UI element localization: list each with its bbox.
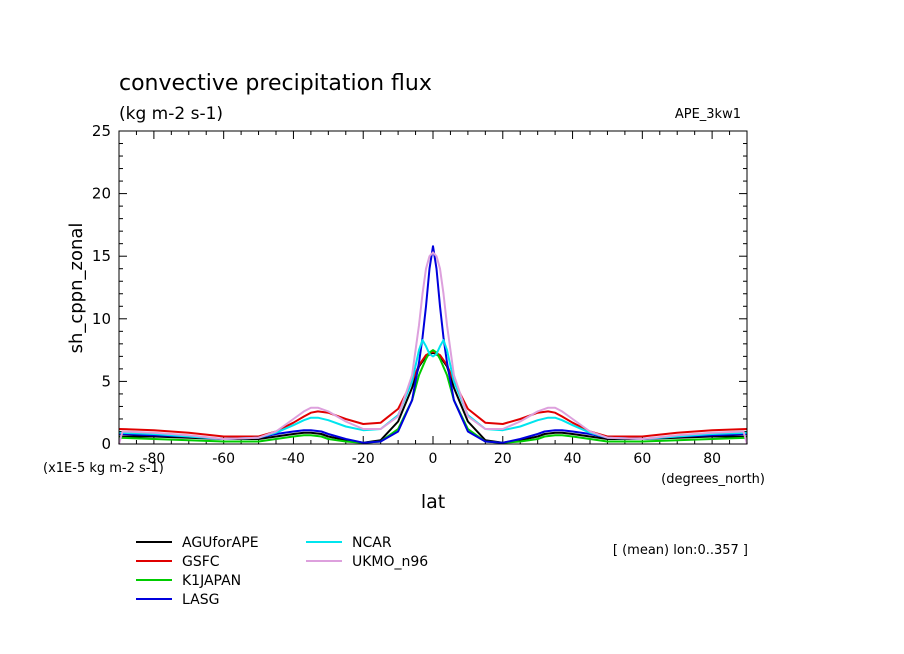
x-tick-label: 0 [429, 451, 438, 467]
y-tick-label: 15 [92, 247, 111, 265]
x-tick-label: -60 [212, 451, 235, 467]
series-line-aguforape [119, 351, 747, 444]
x-tick-label: -40 [282, 451, 305, 467]
x-tick-label: -20 [352, 451, 375, 467]
series-line-ukmo-n96 [118, 251, 748, 445]
axis-ticks [119, 131, 747, 444]
legend-label: NCAR [352, 535, 392, 551]
y-tick-label: 25 [92, 122, 111, 140]
series-lines [118, 245, 748, 445]
y-tick-label: 20 [92, 185, 111, 203]
legend: AGUforAPE GSFC K1JAPAN LASG NCAR UKMO_n96 [136, 535, 428, 608]
x-tick-label: 80 [703, 451, 721, 467]
y-axis-label: sh_cppn_zonal [66, 223, 87, 354]
plot-frame [118, 130, 748, 445]
x-tick-label: -80 [142, 451, 165, 467]
series-line-k1japan [118, 349, 748, 444]
x-axis-label: lat [421, 491, 445, 513]
x-tick-label: 20 [494, 451, 512, 467]
y-tick-label: 10 [92, 310, 111, 328]
series-line-gsfc [118, 350, 748, 438]
y-scale-note: (x1E-5 kg m-2 s-1) [43, 461, 164, 476]
x-tick-label: 60 [633, 451, 651, 467]
y-tick-label: 5 [101, 372, 111, 390]
chart-title: convective precipitation flux [119, 71, 432, 96]
x-tick-label: 40 [564, 451, 582, 467]
y-tick-label: 0 [101, 435, 111, 453]
run-label: APE_3kw1 [675, 107, 741, 122]
plot-area: -80 -60 -40 -20 0 20 40 60 80 0 5 10 15 20 25 [92, 122, 748, 467]
series-line-ncar [118, 339, 748, 440]
legend-label: UKMO_n96 [352, 554, 428, 570]
legend-label: K1JAPAN [182, 573, 241, 589]
series-line-lasg [118, 245, 748, 444]
legend-label: AGUforAPE [182, 535, 259, 551]
chart-units: (kg m-2 s-1) [119, 104, 223, 124]
x-units-label: (degrees_north) [661, 472, 765, 487]
legend-label: LASG [182, 592, 219, 608]
tick-labels: -80 -60 -40 -20 0 20 40 60 80 0 5 10 15 20 25 [92, 122, 721, 467]
subset-note: [ (mean) lon:0..357 ] [613, 543, 748, 558]
legend-label: GSFC [182, 554, 220, 570]
